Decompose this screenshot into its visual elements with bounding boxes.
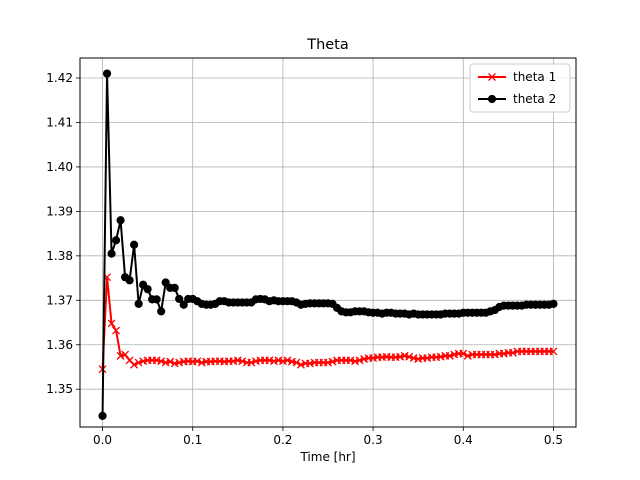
series-layer [98, 69, 558, 420]
data-point [549, 299, 558, 308]
legend: theta 1 theta 2 [469, 63, 571, 113]
data-point [238, 357, 247, 366]
data-point [463, 351, 472, 360]
data-point [549, 347, 558, 356]
ticks: 0.0 0.1 0.2 0.3 0.4 0.5 1.35 1.36 1.37 1.38 1.39 1.… [46, 71, 563, 447]
plot-frame [79, 57, 577, 428]
data-point [125, 276, 134, 285]
data-point [355, 356, 364, 365]
data-point [157, 307, 166, 316]
data-point [459, 349, 468, 358]
y-tick-label: 1.40 [46, 160, 73, 174]
data-point [130, 360, 139, 369]
data-point [112, 326, 121, 335]
data-point [179, 300, 188, 309]
data-point [116, 216, 125, 225]
data-point [130, 240, 139, 249]
x-tick-label: 0.0 [93, 433, 112, 447]
y-tick-label: 1.42 [46, 71, 73, 85]
data-point [193, 357, 202, 366]
data-point [175, 294, 184, 304]
data-point [170, 283, 179, 292]
x-tick-label: 0.5 [544, 433, 563, 447]
x-tick-label: 0.1 [183, 433, 202, 447]
y-tick-label: 1.36 [46, 338, 73, 352]
data-point [328, 357, 337, 366]
x-axis-label: Time [hr] [299, 450, 355, 464]
data-point [107, 249, 116, 258]
x-tick-label: 0.3 [364, 433, 383, 447]
data-point [166, 357, 175, 366]
legend-swatch-marker [487, 94, 497, 104]
data-point [134, 299, 143, 308]
data-point [296, 360, 305, 369]
data-point [508, 348, 517, 357]
y-tick-label: 1.35 [46, 382, 73, 396]
data-point [116, 351, 125, 360]
y-tick-label: 1.38 [46, 249, 73, 263]
data-point [445, 351, 454, 360]
data-point [102, 69, 112, 78]
data-point [134, 358, 143, 367]
data-point [405, 352, 414, 361]
series-1 [98, 273, 558, 374]
y-tick-label: 1.37 [46, 293, 73, 307]
legend-entry-label: theta 1 [513, 70, 556, 84]
y-tick-label: 1.41 [46, 115, 73, 129]
legend-swatch-marker [488, 73, 496, 81]
data-point [98, 411, 107, 420]
data-point [283, 356, 292, 365]
data-point [157, 357, 166, 366]
data-point [111, 236, 121, 245]
data-point [107, 319, 116, 328]
legend-entry-label: theta 2 [513, 92, 556, 106]
data-point [143, 285, 152, 294]
data-point [121, 350, 130, 359]
data-point [152, 295, 161, 304]
chart-title: Theta [306, 37, 349, 53]
series-2 [98, 69, 558, 420]
x-tick-label: 0.2 [273, 433, 292, 447]
data-point [161, 278, 170, 287]
data-point [247, 358, 256, 367]
y-tick-label: 1.39 [46, 204, 73, 218]
data-point [292, 358, 301, 367]
x-tick-label: 0.4 [454, 433, 473, 447]
